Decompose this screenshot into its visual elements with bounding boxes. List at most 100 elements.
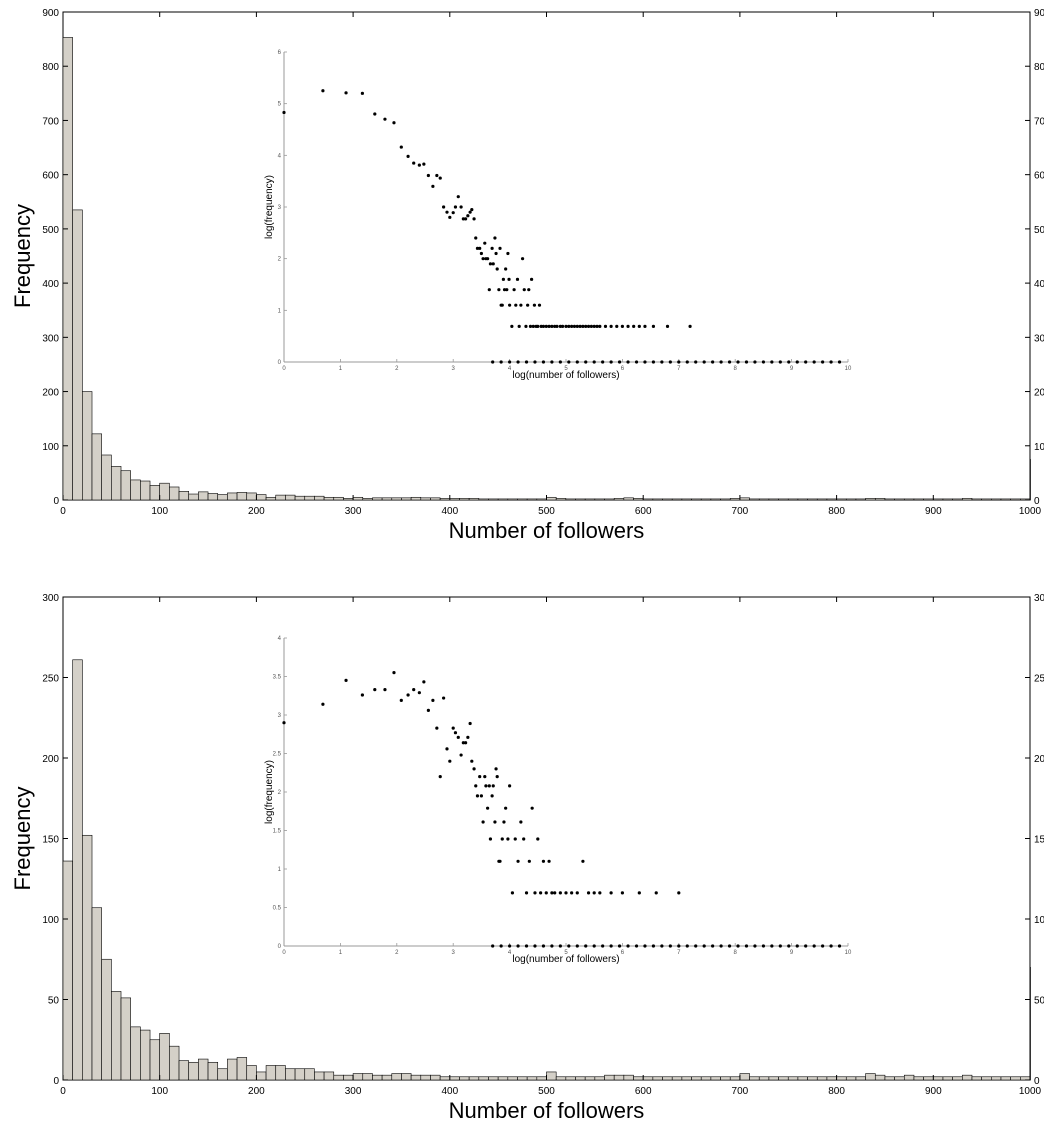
histogram-bar [72, 209, 83, 501]
scatter-point [435, 726, 439, 730]
scatter-point [550, 944, 554, 948]
scatter-point [761, 360, 766, 364]
y-tick-label: 700 [42, 116, 59, 127]
histogram-bar [111, 466, 122, 501]
scatter-point [770, 944, 774, 948]
scatter-point [468, 210, 472, 214]
scatter-point [486, 257, 490, 261]
histogram-bar [710, 498, 721, 501]
scatter-point [392, 671, 396, 675]
histogram-bar [478, 498, 489, 501]
scatter-point [533, 360, 537, 364]
inset-y-tick-label: 5 [278, 102, 282, 108]
histogram-bar [652, 498, 663, 501]
scatter-point [488, 837, 493, 841]
histogram-bar [236, 492, 248, 501]
histogram-bar [401, 1073, 412, 1081]
scatter-point [491, 360, 495, 364]
histogram-bar [749, 498, 760, 501]
histogram-bar [952, 498, 963, 501]
histogram-bar [662, 1076, 673, 1081]
histogram-bar [91, 907, 102, 1081]
histogram-bar [555, 498, 567, 501]
histogram-bar [62, 37, 73, 501]
histogram-bar [256, 494, 267, 501]
inset-x-tick-label: 4 [508, 950, 512, 956]
scatter-point [522, 288, 526, 292]
scatter-point [626, 944, 630, 948]
scatter-point [494, 251, 498, 256]
scatter-point [550, 891, 554, 895]
histogram-bar [169, 486, 180, 501]
y-tick-label-right: 400 [1034, 279, 1044, 290]
histogram-bar [149, 1039, 160, 1081]
inset-y-axis-title: log(frequency) [264, 760, 275, 824]
scatter-point [592, 944, 596, 948]
inset-y-tick-label: 4 [278, 153, 282, 159]
scatter-point [589, 324, 593, 328]
scatter-point [651, 324, 656, 328]
scatter-point [578, 324, 582, 328]
scatter-point [719, 944, 723, 948]
inset-y-tick-label: 3 [278, 713, 282, 719]
scatter-point [474, 784, 478, 788]
scatter-point [508, 303, 512, 307]
histogram-bar [652, 1076, 663, 1081]
histogram-bar [884, 498, 895, 501]
scatter-point [541, 324, 546, 328]
scatter-point [592, 360, 596, 364]
x-tick-label: 200 [248, 1086, 265, 1097]
histogram-bar [246, 492, 257, 501]
scatter-point [837, 360, 842, 364]
scatter-point [778, 360, 782, 364]
scatter-point [528, 324, 533, 328]
histogram-bar [497, 498, 509, 501]
y-tick-label: 900 [42, 8, 59, 19]
histogram-bar [758, 1076, 770, 1081]
histogram-bar [710, 1076, 721, 1081]
inset-x-tick-label: 5 [564, 366, 568, 372]
histogram-bar [227, 1058, 238, 1081]
scatter-point [504, 806, 508, 810]
scatter-point [508, 944, 512, 948]
histogram-bar [111, 991, 122, 1081]
scatter-point [598, 891, 602, 895]
inset-y-axis-title: log(frequency) [264, 175, 275, 239]
scatter-point [484, 784, 488, 788]
histogram-bar [913, 1076, 924, 1081]
scatter-point [643, 324, 647, 328]
scatter-point [516, 360, 520, 364]
histogram-bar [691, 1076, 702, 1081]
scatter-point [575, 360, 579, 364]
histogram-bar [691, 498, 702, 501]
scatter-point [508, 784, 512, 788]
histogram-bar [285, 494, 296, 501]
inset-x-axis-title: log(number of followers) [512, 954, 619, 965]
scatter-point [475, 794, 480, 798]
scatter-point [586, 891, 591, 895]
histogram-bar [720, 498, 731, 501]
scatter-point [456, 735, 460, 739]
scatter-point [550, 360, 554, 364]
scatter-point [442, 205, 446, 209]
scatter-point [804, 944, 808, 948]
scatter-point [373, 687, 377, 692]
scatter-point [451, 211, 455, 215]
scatter-point [547, 324, 551, 328]
scatter-point [392, 121, 396, 125]
y-tick-label-right: 300 [1034, 333, 1044, 344]
scatter-point [829, 944, 833, 948]
scatter-point [677, 891, 681, 895]
histogram-bar [903, 498, 915, 501]
y-tick-label-right: 100 [1034, 915, 1044, 926]
scatter-point [519, 820, 523, 824]
inset-y-tick-label: 2 [278, 257, 282, 263]
histogram-bar [517, 498, 528, 501]
x-tick-label: 0 [60, 506, 66, 517]
histogram-bar [865, 498, 876, 501]
x-tick-label: 300 [345, 506, 362, 517]
histogram-bar [130, 479, 141, 501]
y-tick-label: 600 [42, 171, 59, 182]
scatter-point [553, 324, 557, 328]
y-tick-label: 800 [42, 62, 59, 73]
